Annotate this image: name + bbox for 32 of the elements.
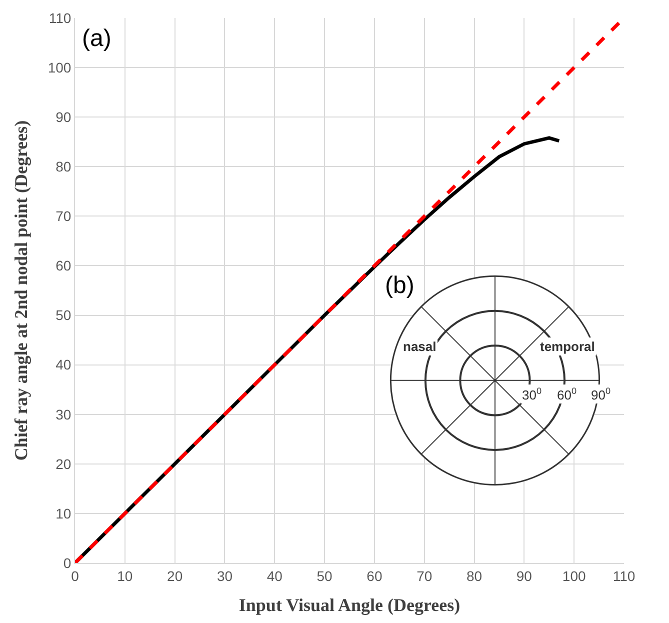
- x-tick-label: 80: [466, 568, 482, 584]
- x-tick-label: 90: [516, 568, 532, 584]
- y-tick-label: 60: [56, 258, 72, 274]
- x-tick-label: 50: [316, 568, 333, 584]
- y-tick-label: 100: [48, 59, 72, 76]
- y-tick-label: 70: [56, 208, 72, 224]
- y-tick-label: 50: [56, 307, 72, 324]
- y-tick-label: 110: [48, 10, 72, 26]
- y-tick-label: 20: [56, 456, 72, 472]
- annotation: 30$^{0}$: [522, 386, 542, 402]
- y-tick-label: 30: [56, 406, 72, 422]
- y-tick-label: 0: [63, 554, 72, 571]
- annotation: 90$^{0}$: [591, 386, 611, 402]
- x-tick-label: 100: [562, 568, 586, 584]
- x-tick-label: 40: [266, 568, 283, 584]
- y-tick-label: 10: [56, 505, 72, 522]
- annotation: nasal: [403, 339, 436, 354]
- annotation: 60$^{0}$: [557, 386, 577, 402]
- annotation: temporal: [540, 339, 595, 354]
- x-tick-label: 20: [167, 568, 183, 584]
- y-tick-label: 40: [56, 356, 72, 373]
- x-tick-label: 110: [612, 568, 636, 584]
- x-tick-label: 60: [366, 568, 382, 584]
- chart-title: (a): [82, 25, 112, 52]
- x-tick-label: 70: [416, 568, 432, 584]
- x-tick-label: 30: [216, 568, 233, 584]
- y-axis-title: Chief ray angle at 2nd nodal point (Degrees): [11, 120, 32, 461]
- y-tick-label: 80: [56, 158, 72, 175]
- x-axis-title: Input Visual Angle (Degrees): [238, 594, 460, 615]
- text: (b): [385, 272, 414, 299]
- y-tick-label: 90: [56, 108, 72, 125]
- x-tick-label: 10: [117, 568, 133, 584]
